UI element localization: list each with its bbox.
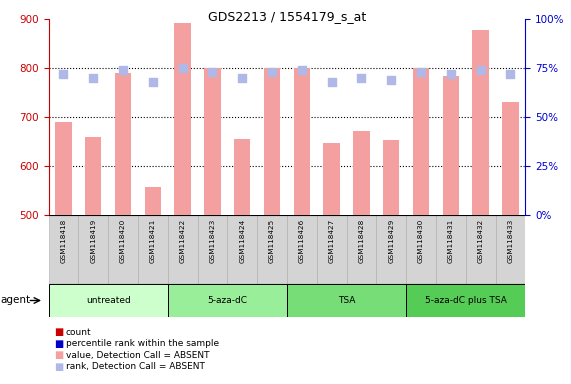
Text: GSM118428: GSM118428 <box>359 218 364 263</box>
Text: ■: ■ <box>54 327 63 337</box>
Text: 5-aza-dC: 5-aza-dC <box>207 296 247 305</box>
Text: ■: ■ <box>54 362 63 372</box>
Bar <box>257 215 287 284</box>
Bar <box>227 215 257 284</box>
Bar <box>49 215 78 284</box>
Point <box>267 69 276 75</box>
Bar <box>264 68 280 215</box>
Point <box>297 67 307 73</box>
Text: GSM118425: GSM118425 <box>269 218 275 263</box>
Text: GSM118427: GSM118427 <box>329 218 335 263</box>
Point <box>416 69 425 75</box>
Text: GSM118431: GSM118431 <box>448 218 454 263</box>
Bar <box>138 215 168 284</box>
Bar <box>323 143 340 215</box>
Text: GSM118433: GSM118433 <box>508 218 513 263</box>
Text: TSA: TSA <box>338 296 355 305</box>
Bar <box>287 215 317 284</box>
Text: ■: ■ <box>54 339 63 349</box>
Bar <box>413 68 429 215</box>
Point <box>327 79 336 85</box>
Point <box>89 75 98 81</box>
Point <box>208 69 217 75</box>
Text: GSM118422: GSM118422 <box>180 218 186 263</box>
Bar <box>49 284 168 317</box>
Bar <box>317 215 347 284</box>
Text: GSM118421: GSM118421 <box>150 218 156 263</box>
Point <box>447 71 456 77</box>
Bar <box>293 68 310 215</box>
Point <box>118 67 127 73</box>
Bar <box>287 284 406 317</box>
Point <box>357 75 366 81</box>
Bar <box>144 187 161 215</box>
Bar <box>443 76 459 215</box>
Text: percentile rank within the sample: percentile rank within the sample <box>66 339 219 348</box>
Text: GSM118424: GSM118424 <box>239 218 245 263</box>
Text: agent: agent <box>1 295 31 306</box>
Bar <box>78 215 108 284</box>
Bar <box>234 139 251 215</box>
Bar <box>472 30 489 215</box>
Point <box>238 75 247 81</box>
Text: 5-aza-dC plus TSA: 5-aza-dC plus TSA <box>425 296 506 305</box>
Text: GSM118420: GSM118420 <box>120 218 126 263</box>
Bar <box>55 122 71 215</box>
Bar <box>383 140 400 215</box>
Bar <box>353 131 369 215</box>
Text: untreated: untreated <box>86 296 131 305</box>
Bar <box>168 215 198 284</box>
Bar <box>168 284 287 317</box>
Bar <box>406 215 436 284</box>
Bar <box>406 284 525 317</box>
Bar <box>502 103 518 215</box>
Bar <box>204 68 220 215</box>
Point <box>476 67 485 73</box>
Text: GSM118429: GSM118429 <box>388 218 394 263</box>
Point <box>178 65 187 71</box>
Point <box>59 71 68 77</box>
Text: GSM118419: GSM118419 <box>90 218 96 263</box>
Text: GDS2213 / 1554179_s_at: GDS2213 / 1554179_s_at <box>208 10 366 23</box>
Text: count: count <box>66 328 91 337</box>
Text: value, Detection Call = ABSENT: value, Detection Call = ABSENT <box>66 351 209 360</box>
Bar <box>376 215 406 284</box>
Bar <box>347 215 376 284</box>
Point <box>148 79 158 85</box>
Text: GSM118423: GSM118423 <box>210 218 215 263</box>
Bar <box>85 137 102 215</box>
Bar <box>174 23 191 215</box>
Bar <box>108 215 138 284</box>
Text: GSM118426: GSM118426 <box>299 218 305 263</box>
Bar <box>198 215 227 284</box>
Text: GSM118430: GSM118430 <box>418 218 424 263</box>
Point <box>387 77 396 83</box>
Bar <box>115 73 131 215</box>
Bar <box>466 215 496 284</box>
Bar <box>496 215 525 284</box>
Point <box>506 71 515 77</box>
Text: ■: ■ <box>54 350 63 360</box>
Text: GSM118432: GSM118432 <box>477 218 484 263</box>
Text: GSM118418: GSM118418 <box>61 218 66 263</box>
Text: rank, Detection Call = ABSENT: rank, Detection Call = ABSENT <box>66 362 204 371</box>
Bar <box>436 215 466 284</box>
